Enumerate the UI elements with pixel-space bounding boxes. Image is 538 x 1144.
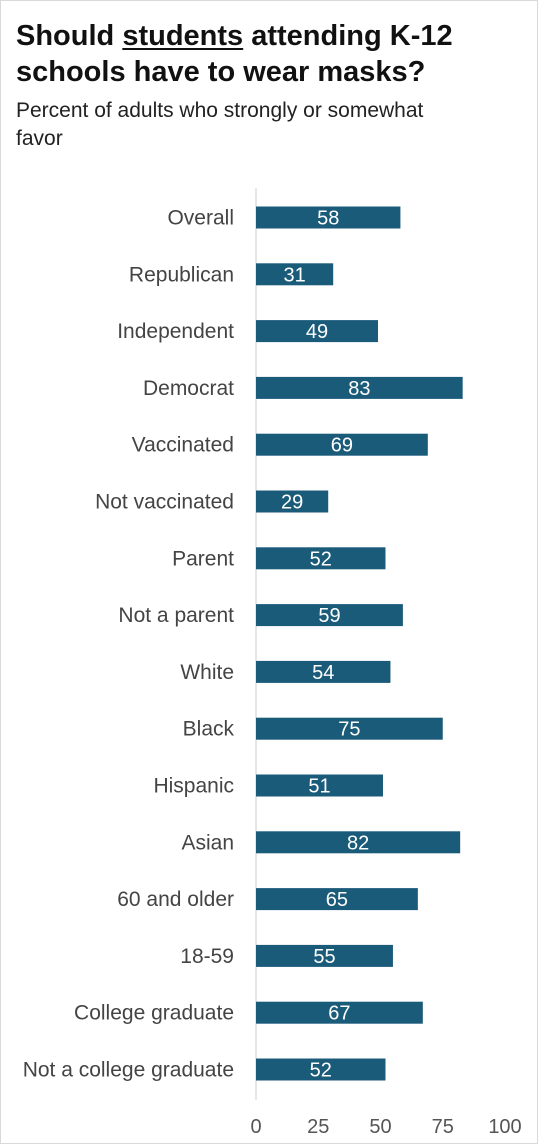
bar-value-label: 31 — [283, 264, 305, 286]
category-label: Overall — [167, 207, 234, 230]
category-label: Republican — [129, 263, 234, 286]
bar-value-label: 82 — [347, 832, 369, 854]
category-label: Not a college graduate — [23, 1059, 234, 1082]
bar-value-label: 75 — [338, 719, 360, 741]
category-label: Asian — [181, 831, 234, 854]
bar-value-label: 52 — [310, 548, 332, 570]
bar — [256, 376, 463, 399]
chart-subtitle: Percent of adults who strongly or somewh… — [16, 99, 424, 150]
x-tick-label: 0 — [250, 1116, 261, 1138]
x-tick-label: 100 — [488, 1116, 521, 1138]
category-label: Parent — [172, 547, 234, 570]
bar-value-label: 65 — [326, 889, 348, 911]
bar — [256, 206, 401, 229]
bar-value-label: 59 — [318, 605, 340, 627]
x-tick-label: 50 — [369, 1116, 391, 1138]
bar-value-label: 51 — [308, 776, 330, 798]
category-label: Not vaccinated — [95, 491, 234, 514]
title-start: Should — [16, 20, 123, 52]
category-label: Vaccinated — [132, 434, 234, 457]
category-label: 60 and older — [117, 888, 234, 911]
bar-value-label: 58 — [317, 208, 339, 230]
x-tick-label: 75 — [432, 1116, 454, 1138]
category-label: Democrat — [143, 377, 234, 400]
bar — [256, 1058, 386, 1081]
x-tick-label: 25 — [307, 1116, 329, 1138]
bar — [256, 888, 418, 911]
bar-value-label: 54 — [312, 662, 334, 684]
bar — [256, 547, 386, 570]
category-label: White — [180, 661, 234, 684]
bar — [256, 490, 329, 513]
bar — [256, 717, 443, 740]
bar — [256, 1001, 423, 1024]
bar-value-label: 52 — [310, 1060, 332, 1082]
bar — [256, 433, 428, 456]
chart-title: Should students attending K-12 schools h… — [16, 18, 526, 90]
title-emphasis: students — [122, 20, 244, 52]
bar — [256, 660, 391, 683]
category-label: Black — [183, 718, 235, 741]
bar-value-label: 29 — [281, 492, 303, 514]
bar — [256, 774, 383, 797]
bar-value-label: 69 — [331, 435, 353, 457]
title-end: attending K-12 schools have to wear mask… — [16, 20, 453, 88]
category-label: Not a parent — [118, 604, 234, 627]
bar — [256, 320, 379, 343]
category-label: Independent — [117, 320, 234, 343]
bar — [256, 263, 334, 286]
bar — [256, 604, 403, 627]
category-label: College graduate — [74, 1002, 234, 1025]
bar-value-label: 67 — [328, 1003, 350, 1025]
bar-value-label: 55 — [313, 946, 335, 968]
bar-value-label: 83 — [348, 378, 370, 400]
category-label: 18-59 — [180, 945, 234, 968]
bar — [256, 831, 461, 854]
category-label: Hispanic — [153, 775, 234, 798]
bar — [256, 944, 393, 967]
bar-value-label: 49 — [306, 321, 328, 343]
